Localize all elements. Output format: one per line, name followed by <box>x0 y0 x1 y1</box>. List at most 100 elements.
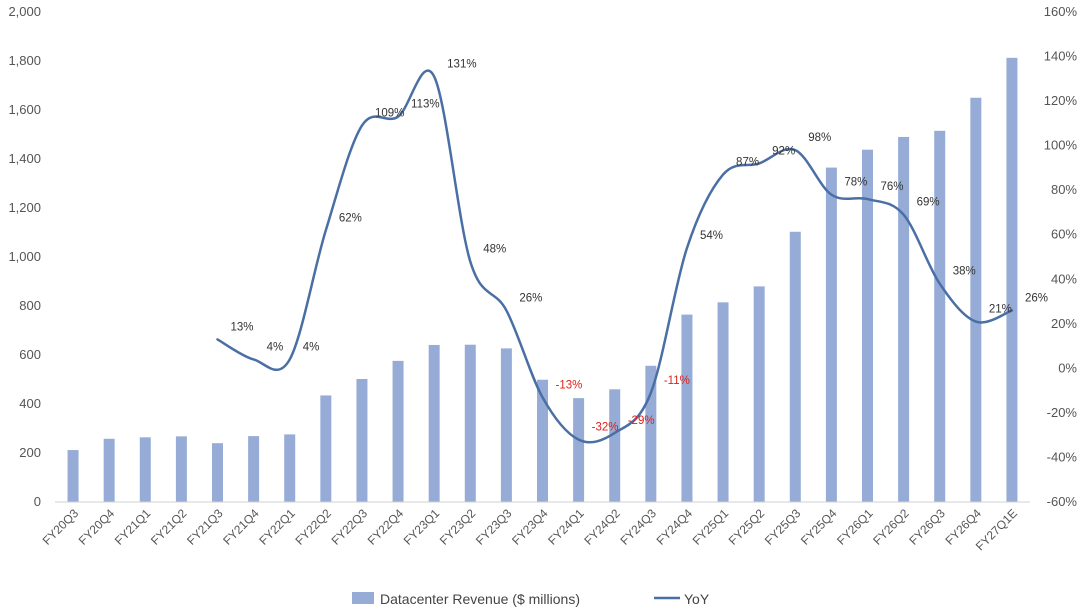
yoy-data-label: -11% <box>664 375 690 387</box>
left-tick-label: 1,400 <box>8 151 41 166</box>
right-tick-label: 160% <box>1044 4 1078 19</box>
yoy-data-label: 38% <box>953 266 976 278</box>
left-y-axis: 0 200 400 600 800 1,000 1,200 1,400 1,600 1,800 2,… <box>8 4 41 509</box>
revenue-bar <box>356 379 368 502</box>
x-tick-label: FY26Q2 <box>870 506 912 548</box>
yoy-data-label: 109% <box>375 108 404 120</box>
right-tick-label: 0% <box>1058 360 1077 375</box>
revenue-bar <box>1006 57 1018 502</box>
x-tick-label: FY23Q3 <box>473 506 515 548</box>
x-tick-label: FY25Q4 <box>798 506 840 548</box>
yoy-data-label: 87% <box>736 157 759 169</box>
revenue-bar <box>898 136 910 502</box>
revenue-bar <box>573 398 585 502</box>
left-tick-label: 1,800 <box>8 53 41 68</box>
x-tick-label: FY25Q3 <box>762 506 804 548</box>
revenue-bar <box>464 344 476 502</box>
x-tick-label: FY21Q3 <box>184 506 226 548</box>
yoy-data-label: 4% <box>303 341 320 353</box>
x-tick-label: FY24Q4 <box>654 506 696 548</box>
yoy-data-label: 98% <box>808 132 831 144</box>
yoy-data-label: 4% <box>267 341 284 353</box>
x-tick-label: FY23Q1 <box>401 506 443 548</box>
right-tick-label: 80% <box>1051 182 1077 197</box>
right-tick-label: 20% <box>1051 316 1077 331</box>
x-tick-label: FY22Q4 <box>365 506 407 548</box>
yoy-data-label: 26% <box>1025 292 1048 304</box>
left-tick-label: 2,000 <box>8 4 41 19</box>
right-tick-label: -20% <box>1047 405 1078 420</box>
revenue-bar <box>212 443 223 502</box>
yoy-data-label: 13% <box>231 321 254 333</box>
revenue-bar <box>717 302 729 502</box>
revenue-bar <box>500 348 512 502</box>
yoy-data-label: 26% <box>519 292 542 304</box>
right-tick-label: -60% <box>1047 494 1078 509</box>
yoy-data-label: 62% <box>339 212 362 224</box>
x-tick-label: FY24Q1 <box>545 506 587 548</box>
x-tick-label: FY20Q3 <box>40 506 82 548</box>
left-tick-label: 0 <box>34 494 41 509</box>
x-tick-label: FY21Q4 <box>220 506 262 548</box>
x-tick-label: FY22Q1 <box>256 506 298 548</box>
right-tick-label: 40% <box>1051 271 1077 286</box>
revenue-bar <box>753 286 765 502</box>
left-tick-label: 600 <box>19 347 41 362</box>
revenue-bar <box>175 436 187 502</box>
left-tick-label: 200 <box>19 445 41 460</box>
right-tick-label: 120% <box>1044 93 1078 108</box>
revenue-bar <box>428 344 440 502</box>
revenue-bar <box>320 395 332 502</box>
yoy-data-label: -29% <box>628 415 655 427</box>
x-tick-label: FY22Q3 <box>329 506 371 548</box>
left-tick-label: 1,600 <box>8 102 41 117</box>
x-tick-label: FY21Q1 <box>112 506 154 548</box>
revenue-bar <box>103 438 115 502</box>
x-axis: FY20Q3FY20Q4FY21Q1FY21Q2FY21Q3FY21Q4FY22… <box>40 506 1020 553</box>
yoy-data-label: 131% <box>447 59 476 71</box>
yoy-data-label: 92% <box>772 145 795 157</box>
right-tick-label: 100% <box>1044 138 1078 153</box>
yoy-data-label: 54% <box>700 230 723 242</box>
revenue-bar <box>645 365 657 502</box>
revenue-bar <box>284 434 296 502</box>
revenue-bar <box>970 97 982 502</box>
revenue-bar <box>789 231 801 502</box>
revenue-bar <box>139 437 151 502</box>
revenue-bar <box>392 360 404 502</box>
yoy-data-label: 21% <box>989 304 1012 316</box>
revenue-bar <box>537 379 548 502</box>
left-tick-label: 800 <box>19 298 41 313</box>
revenue-bar <box>862 149 873 502</box>
revenue-bar <box>681 314 693 502</box>
x-tick-label: FY20Q4 <box>76 506 118 548</box>
legend-swatch-revenue <box>352 592 374 604</box>
right-tick-label: 140% <box>1044 49 1078 64</box>
left-tick-label: 1,000 <box>8 249 41 264</box>
legend: Datacenter Revenue ($ millions) YoY <box>352 591 710 607</box>
x-tick-label: FY25Q1 <box>690 506 732 548</box>
revenue-bar <box>934 130 946 502</box>
yoy-data-label: -13% <box>556 379 583 391</box>
x-tick-label: FY22Q2 <box>292 506 334 548</box>
x-tick-label: FY24Q3 <box>617 506 659 548</box>
revenue-bars <box>67 57 1018 502</box>
yoy-data-label: 48% <box>483 243 506 255</box>
x-tick-label: FY25Q2 <box>726 506 768 548</box>
revenue-bar <box>248 436 260 502</box>
x-tick-label: FY21Q2 <box>148 506 190 548</box>
yoy-line <box>216 69 1014 444</box>
right-tick-label: -40% <box>1047 449 1078 464</box>
x-tick-label: FY26Q3 <box>906 506 948 548</box>
yoy-data-label: 78% <box>844 177 867 189</box>
x-tick-label: FY24Q2 <box>581 506 623 548</box>
left-tick-label: 1,200 <box>8 200 41 215</box>
revenue-bar <box>67 450 79 502</box>
legend-label-revenue: Datacenter Revenue ($ millions) <box>380 591 580 607</box>
yoy-data-label: 69% <box>917 197 940 209</box>
left-tick-label: 400 <box>19 396 41 411</box>
right-y-axis: -60% -40% -20% 0% 20% 40% 60% 80% 100% 120% 140% 16… <box>1044 4 1078 509</box>
x-tick-label: FY23Q2 <box>437 506 479 548</box>
yoy-data-label: 113% <box>411 99 440 111</box>
